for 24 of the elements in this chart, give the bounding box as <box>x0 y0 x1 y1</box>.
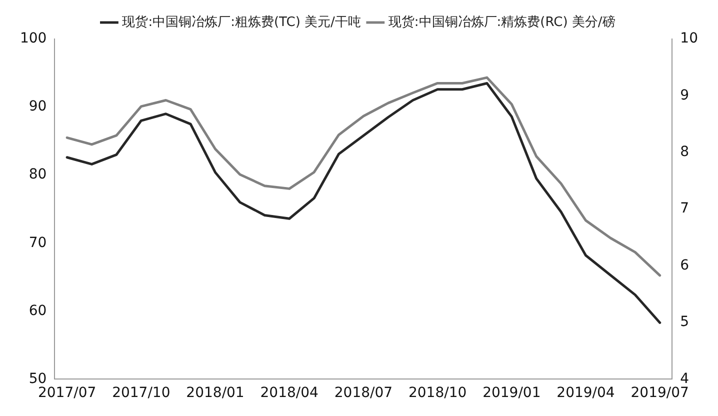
y-tick-label: 80 <box>28 166 47 183</box>
y2-tick-label: 5 <box>680 314 690 330</box>
y2-tick-label: 10 <box>680 30 698 47</box>
y-tick-label: 70 <box>28 234 47 251</box>
x-tick-label: 2019/04 <box>556 385 615 402</box>
x-tick-label: 2017/07 <box>38 385 96 402</box>
legend-label: 现货:中国铜冶炼厂:粗炼费(TC) 美元/干吨 <box>122 14 361 30</box>
legend-label: 现货:中国铜冶炼厂:精炼费(RC) 美分/磅 <box>388 14 616 30</box>
x-tick-label: 2018/04 <box>260 385 319 402</box>
y-tick-label: 60 <box>28 302 47 319</box>
y2-tick-label: 6 <box>680 257 690 274</box>
x-tick-label: 2019/01 <box>482 385 541 402</box>
x-tick-label: 2019/07 <box>630 385 689 402</box>
x-tick-label: 2017/10 <box>112 385 170 402</box>
y-tick-label: 100 <box>20 30 47 47</box>
x-tick-label: 2018/01 <box>186 385 244 402</box>
y2-tick-label: 4 <box>680 370 690 387</box>
y2-tick-label: 8 <box>680 144 690 160</box>
y2-tick-label: 9 <box>680 87 690 104</box>
x-tick-label: 2018/07 <box>334 385 393 402</box>
y-tick-label: 50 <box>28 370 47 387</box>
y-tick-label: 90 <box>28 98 47 115</box>
x-tick-label: 2018/10 <box>408 385 467 402</box>
y2-tick-label: 7 <box>680 200 690 217</box>
